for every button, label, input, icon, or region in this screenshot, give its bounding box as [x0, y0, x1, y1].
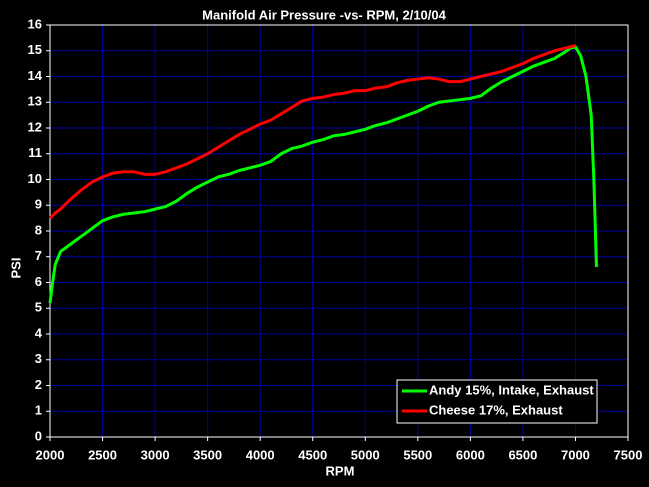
y-tick-label: 14 — [28, 68, 43, 83]
y-tick-label: 12 — [28, 119, 42, 134]
legend-box — [396, 379, 598, 424]
x-tick-label: 6500 — [508, 447, 537, 462]
y-tick-label: 9 — [35, 197, 42, 212]
y-tick-label: 2 — [35, 377, 42, 392]
y-tick-label: 7 — [35, 248, 42, 263]
x-tick-label: 2000 — [36, 447, 65, 462]
legend-label: Cheese 17%, Exhaust — [429, 402, 563, 417]
x-tick-label: 3000 — [141, 447, 170, 462]
y-tick-label: 15 — [28, 42, 42, 57]
y-tick-label: 8 — [35, 222, 42, 237]
x-tick-label: 4000 — [246, 447, 275, 462]
x-tick-label: 5500 — [403, 447, 432, 462]
y-tick-label: 6 — [35, 274, 42, 289]
y-tick-label: 0 — [35, 428, 42, 443]
y-tick-label: 4 — [35, 325, 43, 340]
y-tick-label: 5 — [35, 300, 42, 315]
legend-label: Andy 15%, Intake, Exhaust — [429, 382, 594, 397]
y-tick-label: 10 — [28, 171, 42, 186]
x-tick-label: 2500 — [88, 447, 117, 462]
plot-frame — [49, 24, 629, 438]
x-tick-label: 7500 — [614, 447, 643, 462]
x-tick-label: 4500 — [298, 447, 327, 462]
x-tick-label: 7000 — [561, 447, 590, 462]
y-tick-label: 13 — [28, 94, 42, 109]
x-tick-label: 5000 — [351, 447, 380, 462]
line — [48, 45, 598, 304]
y-tick-label: 11 — [28, 145, 42, 160]
chart-title: Manifold Air Pressure -vs- RPM, 2/10/04 — [202, 7, 446, 22]
x-tick-label: 6000 — [456, 447, 485, 462]
x-axis-label: RPM — [326, 463, 355, 478]
y-tick-label: 1 — [35, 403, 42, 418]
line — [48, 44, 576, 220]
y-axis-label: PSI — [8, 258, 23, 279]
y-tick-label: 16 — [28, 16, 42, 31]
y-tick-label: 3 — [35, 351, 42, 366]
x-tick-label: 3500 — [193, 447, 222, 462]
